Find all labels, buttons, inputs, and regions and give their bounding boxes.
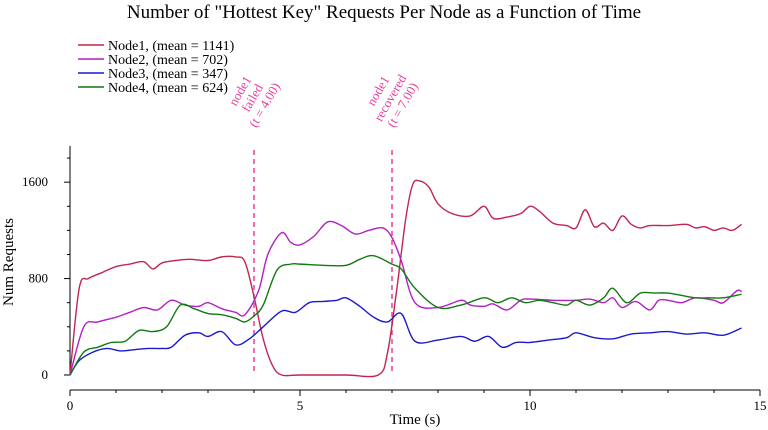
- legend-label-node3: Node3, (mean = 347): [108, 67, 228, 82]
- y-tick-label: 1600: [22, 174, 48, 189]
- legend-label-node1: Node1, (mean = 1141): [108, 39, 235, 54]
- x-tick-label: 10: [524, 398, 537, 413]
- legend-label-node4: Node4, (mean = 624): [108, 81, 228, 96]
- series-line-node1: [69, 179, 743, 378]
- series-line-node3: [69, 296, 742, 376]
- x-tick-label: 15: [754, 398, 767, 413]
- x-axis-ticks: 0 5 10 15: [67, 390, 767, 413]
- x-tick-label: 0: [67, 398, 74, 413]
- legend-label-node2: Node2, (mean = 702): [108, 53, 228, 68]
- annotation-label-2: node1recovered(t = 7.00): [359, 64, 422, 130]
- series-line-node4: [69, 254, 742, 376]
- legend: Node1, (mean = 1141)Node2, (mean = 702)N…: [78, 39, 235, 96]
- series-group: [69, 179, 743, 378]
- y-axis-ticks: 0 800 1600: [22, 157, 70, 382]
- chart-title: Number of "Hottest Key" Requests Per Nod…: [127, 2, 641, 23]
- series-line-node2: [69, 220, 742, 376]
- y-tick-label: 0: [42, 367, 49, 382]
- y-axis-label: Num Requests: [1, 218, 17, 306]
- x-tick-label: 5: [297, 398, 304, 413]
- x-axis-label: Time (s): [390, 412, 441, 428]
- annotation-label-1: node1failed(t = 4.00): [221, 66, 283, 130]
- y-tick-label: 800: [29, 271, 49, 286]
